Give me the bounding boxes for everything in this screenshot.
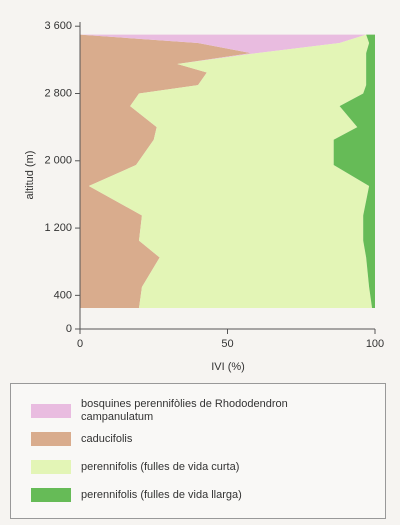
legend-label: perennifolis (fulles de vida curta)	[81, 460, 240, 473]
x-axis-label: IVI (%)	[211, 361, 245, 373]
legend-label: caducifolis	[81, 432, 133, 445]
chart: altitud (m) IVI (%) 0 400 1 200 2 000 2 800 3…	[24, 20, 384, 373]
y-tick-label: 1 200	[44, 222, 72, 234]
y-tick-label: 0	[66, 323, 72, 335]
y-tick-label: 400	[54, 289, 72, 301]
y-axis-label: altitud (m)	[24, 151, 36, 200]
area	[80, 34, 252, 308]
legend: bosquines perennifòlies de Rhododendron …	[10, 383, 386, 519]
legend-item: caducifolis	[31, 432, 341, 446]
y-tick-label: 2 800	[44, 87, 72, 99]
x-tick-label: 50	[221, 338, 233, 350]
x-tick-label: 0	[77, 338, 83, 350]
y-tick-label: 3 600	[44, 20, 72, 32]
legend-swatch	[31, 432, 71, 446]
legend-swatch	[31, 488, 71, 502]
legend-item: perennifolis (fulles de vida curta)	[31, 460, 341, 474]
area	[88, 34, 373, 308]
area	[333, 34, 375, 308]
legend-swatch	[31, 460, 71, 474]
legend-swatch	[31, 404, 71, 418]
y-tick-label: 2 000	[44, 155, 72, 167]
x-tick-label: 100	[366, 338, 384, 350]
legend-label: perennifolis (fulles de vida llarga)	[81, 488, 242, 501]
legend-item: bosquines perennifòlies de Rhododendron …	[31, 398, 341, 424]
legend-item: perennifolis (fulles de vida llarga)	[31, 488, 341, 502]
legend-label: bosquines perennifòlies de Rhododendron …	[81, 398, 288, 423]
